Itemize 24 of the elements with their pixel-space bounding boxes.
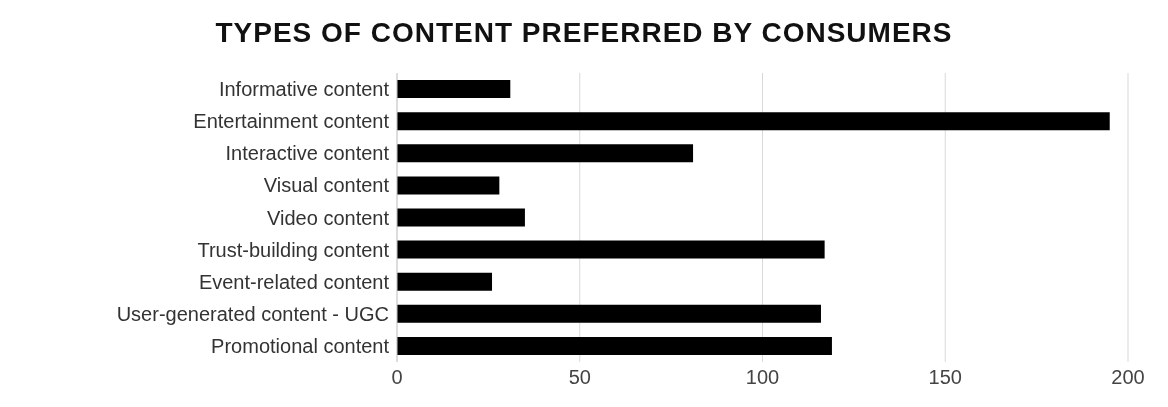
y-tick-label: Trust-building content: [197, 238, 390, 261]
x-tick-label: 50: [568, 366, 591, 389]
bar: [397, 144, 694, 163]
y-tick-label: Event-related content: [198, 270, 390, 293]
bar: [397, 112, 1110, 131]
y-tick-label: Video content: [267, 206, 390, 229]
bar: [397, 336, 832, 355]
bar: [397, 304, 821, 323]
bar: [397, 176, 500, 195]
x-tick-label: 200: [1111, 366, 1145, 389]
x-tick-label: 150: [928, 366, 962, 389]
chart-title: TYPES OF CONTENT PREFERRED BY CONSUMERS: [214, 16, 954, 50]
y-tick-label: Informative content: [218, 78, 390, 101]
bar: [397, 208, 525, 227]
x-tick-label: 0: [391, 366, 403, 389]
y-tick-label: User-generated content - UGC: [116, 302, 389, 325]
y-tick-label: Visual content: [263, 174, 390, 197]
bar: [397, 80, 511, 99]
y-tick-label: Interactive content: [225, 142, 390, 165]
x-tick-label: 100: [745, 366, 780, 389]
bar: [397, 272, 493, 291]
y-tick-label: Promotional content: [211, 335, 390, 358]
y-tick-label: Entertainment content: [193, 110, 390, 133]
bar: [397, 240, 825, 259]
